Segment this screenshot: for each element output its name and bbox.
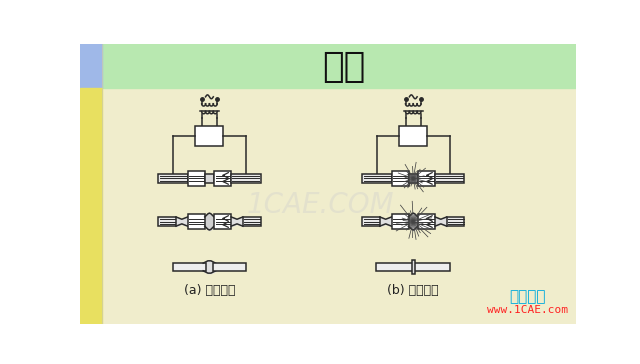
Bar bbox=[195, 126, 223, 146]
Bar bbox=[214, 214, 231, 229]
Bar bbox=[243, 217, 260, 226]
Text: 对焊: 对焊 bbox=[322, 50, 365, 84]
Bar bbox=[158, 217, 176, 226]
Text: (a) 电阻对焊: (a) 电阻对焊 bbox=[184, 284, 235, 297]
Bar bbox=[231, 174, 260, 183]
Bar bbox=[205, 174, 214, 183]
Bar bbox=[399, 126, 428, 146]
Bar bbox=[188, 214, 205, 229]
Bar bbox=[362, 217, 380, 226]
Text: (b) 闪光对焊: (b) 闪光对焊 bbox=[387, 284, 439, 297]
Bar bbox=[392, 214, 408, 229]
Bar bbox=[173, 263, 206, 271]
Bar bbox=[412, 260, 415, 274]
Bar bbox=[392, 171, 408, 186]
Bar bbox=[376, 263, 450, 271]
Bar bbox=[418, 214, 435, 229]
Bar bbox=[80, 88, 102, 324]
Bar bbox=[362, 174, 392, 183]
Bar bbox=[418, 171, 435, 186]
Bar bbox=[214, 171, 231, 186]
Bar bbox=[188, 171, 205, 186]
Bar bbox=[212, 263, 246, 271]
Bar bbox=[408, 174, 418, 183]
Bar bbox=[80, 44, 576, 88]
Bar bbox=[435, 174, 465, 183]
Text: 仿真在线: 仿真在线 bbox=[509, 289, 546, 304]
Text: 1CAE.COM: 1CAE.COM bbox=[246, 191, 394, 219]
Bar bbox=[80, 44, 102, 88]
Bar bbox=[158, 174, 188, 183]
Text: www.1CAE.com: www.1CAE.com bbox=[488, 305, 568, 315]
Bar bbox=[447, 217, 465, 226]
